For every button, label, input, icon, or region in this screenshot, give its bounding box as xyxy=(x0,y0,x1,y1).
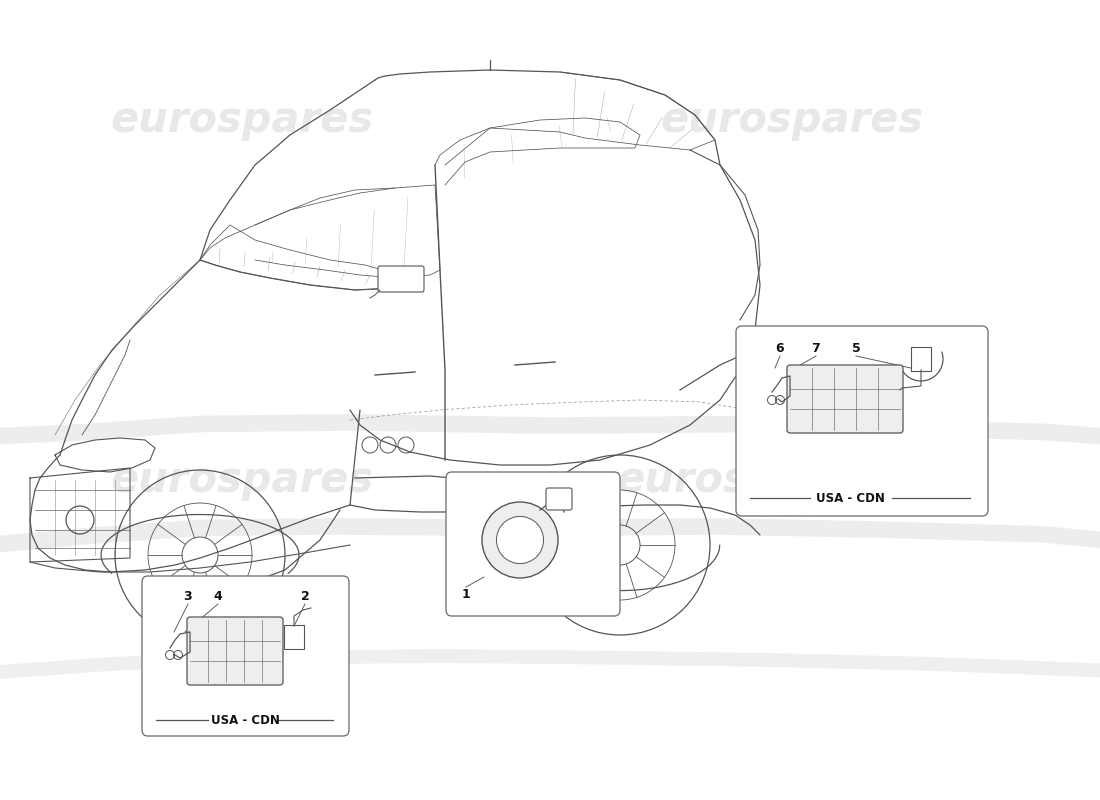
FancyBboxPatch shape xyxy=(142,576,349,736)
Text: 2: 2 xyxy=(300,590,309,602)
Text: eurospares: eurospares xyxy=(110,459,374,501)
FancyBboxPatch shape xyxy=(446,472,620,616)
Text: 3: 3 xyxy=(184,590,192,602)
Circle shape xyxy=(482,502,558,578)
Text: 5: 5 xyxy=(851,342,860,354)
FancyBboxPatch shape xyxy=(378,266,424,292)
FancyBboxPatch shape xyxy=(911,347,931,371)
Text: eurospares: eurospares xyxy=(660,99,924,141)
FancyBboxPatch shape xyxy=(546,488,572,510)
Text: 1: 1 xyxy=(462,589,471,602)
Text: 6: 6 xyxy=(776,342,784,354)
Text: eurospares: eurospares xyxy=(110,99,374,141)
Text: USA - CDN: USA - CDN xyxy=(210,714,279,726)
FancyBboxPatch shape xyxy=(284,625,304,649)
Text: eurospares: eurospares xyxy=(616,459,880,501)
Text: 4: 4 xyxy=(213,590,222,602)
FancyBboxPatch shape xyxy=(786,365,903,433)
FancyBboxPatch shape xyxy=(736,326,988,516)
Circle shape xyxy=(496,517,543,563)
FancyBboxPatch shape xyxy=(187,617,283,685)
Text: 7: 7 xyxy=(812,342,821,354)
Text: USA - CDN: USA - CDN xyxy=(815,491,884,505)
